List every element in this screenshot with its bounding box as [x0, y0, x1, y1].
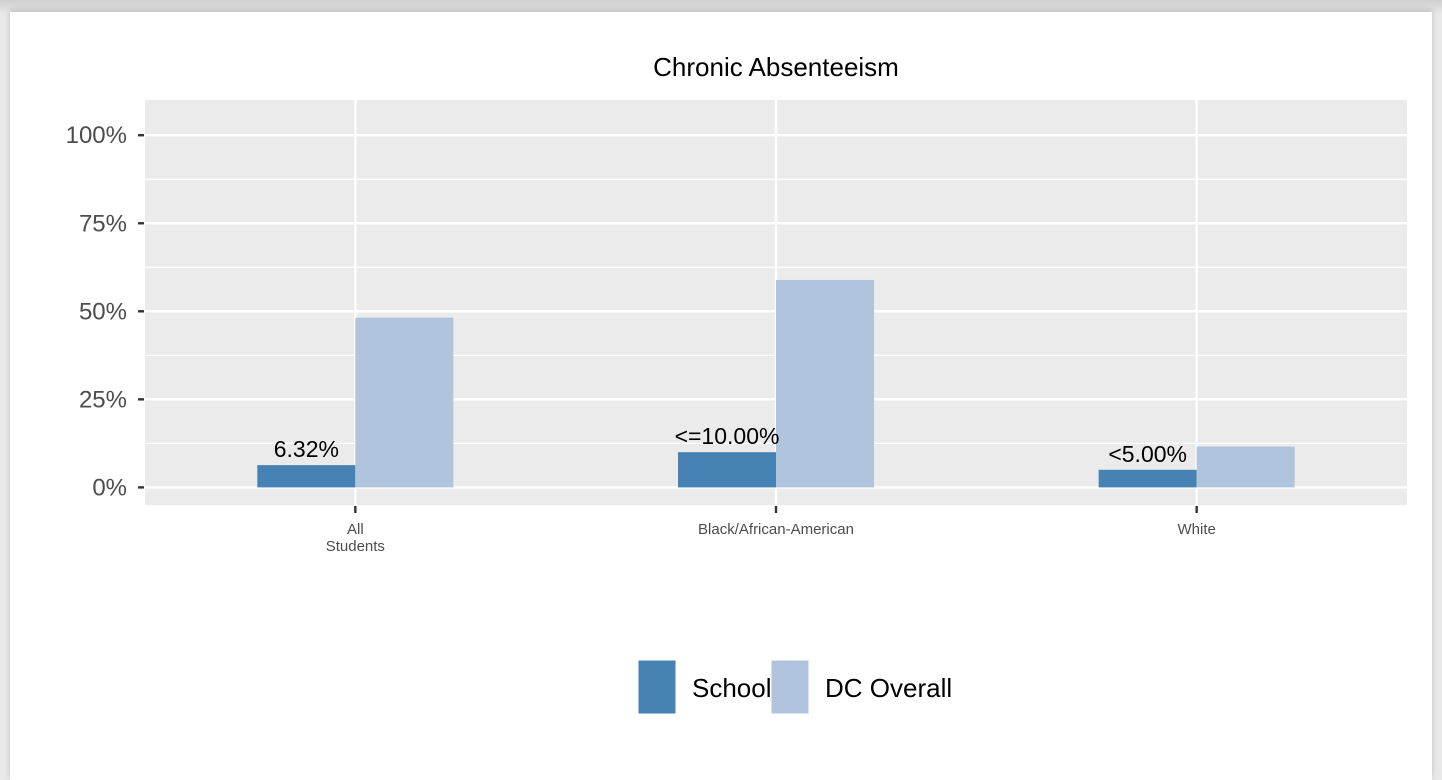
- bar-school: [678, 452, 776, 488]
- x-tick-label: White: [1177, 521, 1215, 538]
- x-tick-label: All Students: [326, 521, 385, 555]
- legend-label: DC Overall: [825, 673, 952, 703]
- data-label: <5.00%: [1108, 441, 1187, 467]
- y-tick-label: 75%: [79, 210, 127, 237]
- bar-dc-overall: [1196, 446, 1295, 488]
- data-label: <=10.00%: [675, 423, 780, 449]
- bar-school: [1098, 469, 1197, 488]
- x-axis: All Students Black/African-American White: [326, 506, 1216, 555]
- legend-key-dc-overall: [770, 659, 810, 715]
- bar-dc-overall: [355, 317, 454, 488]
- legend-key-school: [637, 659, 677, 715]
- legend: School DC Overall: [637, 659, 952, 715]
- data-labels: 6.32% <=10.00% <5.00%: [274, 423, 1187, 467]
- chart-title: Chronic Absenteeism: [653, 52, 899, 82]
- data-label: 6.32%: [274, 436, 339, 462]
- x-tick-label: Black/African-American: [698, 521, 854, 538]
- window-top-shadow: [0, 0, 1442, 14]
- y-tick-label: 25%: [79, 386, 127, 413]
- y-tick-label: 50%: [79, 298, 127, 325]
- bar-school: [257, 465, 356, 488]
- y-tick-label: 100%: [66, 122, 127, 149]
- legend-label: School: [692, 673, 772, 703]
- bar-dc-overall: [776, 279, 874, 488]
- y-axis: 0% 25% 50% 75% 100%: [66, 122, 144, 501]
- bars: [257, 279, 1295, 488]
- y-tick-label: 0%: [92, 474, 127, 501]
